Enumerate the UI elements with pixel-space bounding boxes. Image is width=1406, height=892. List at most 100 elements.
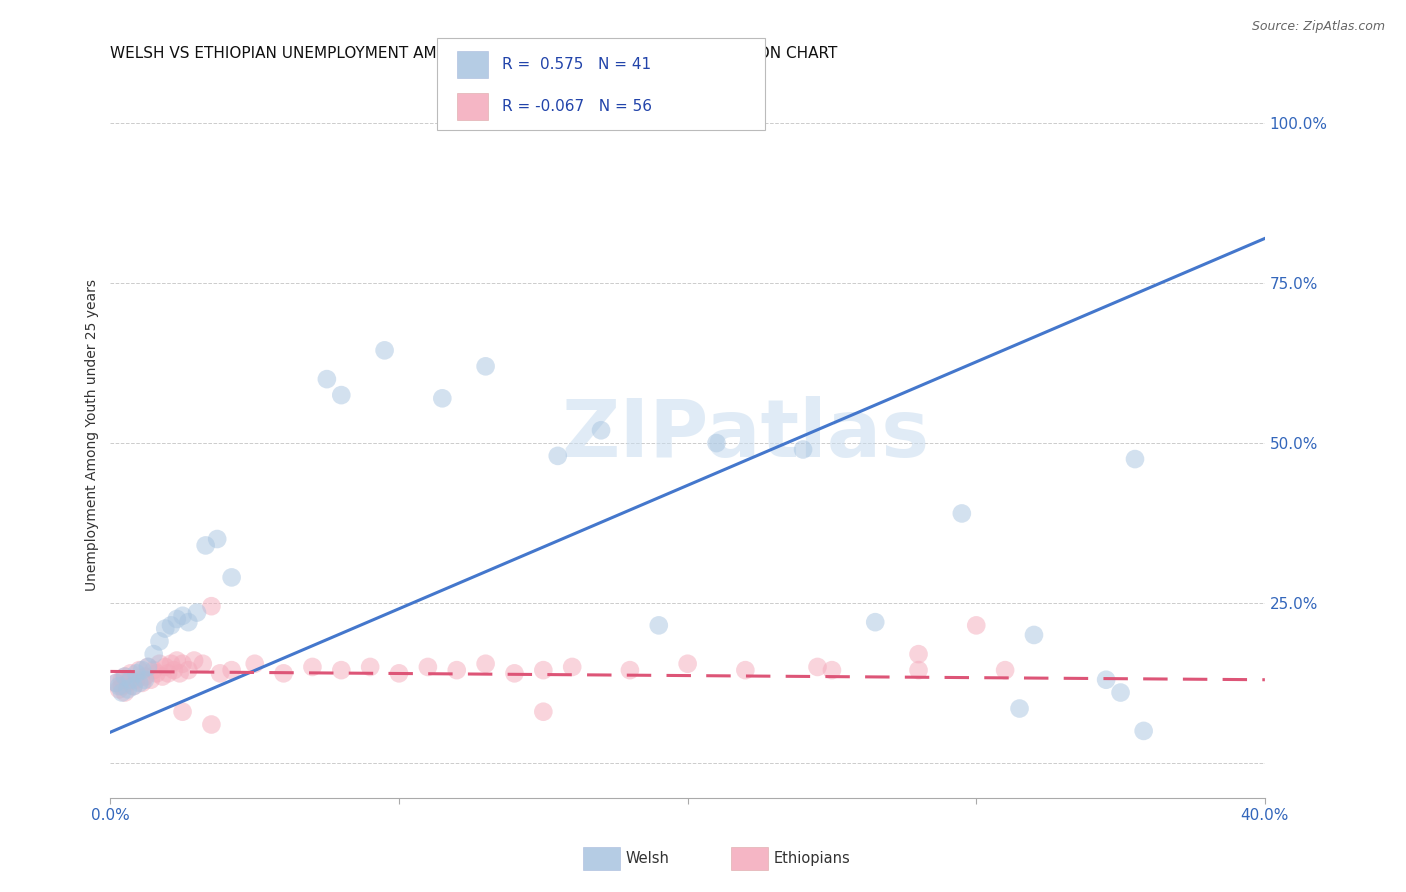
Text: Welsh: Welsh — [626, 851, 669, 865]
Point — [172, 705, 194, 719]
Point — [136, 660, 159, 674]
Point — [821, 663, 844, 677]
Point — [155, 660, 177, 674]
Point — [1109, 685, 1132, 699]
Point — [114, 685, 136, 699]
Point — [1022, 628, 1045, 642]
Point — [243, 657, 266, 671]
Point — [111, 679, 134, 693]
Point — [128, 663, 150, 677]
Point — [792, 442, 814, 457]
Point — [619, 663, 641, 677]
Point — [950, 507, 973, 521]
Point — [169, 666, 191, 681]
Text: Ethiopians: Ethiopians — [773, 851, 851, 865]
Point — [117, 682, 139, 697]
Point — [907, 647, 929, 661]
Point — [648, 618, 671, 632]
Point — [117, 676, 139, 690]
Point — [388, 666, 411, 681]
Point — [547, 449, 569, 463]
Point — [200, 717, 222, 731]
Point — [125, 673, 148, 687]
Point — [136, 660, 159, 674]
Point — [191, 657, 214, 671]
Point — [148, 634, 170, 648]
Point — [163, 663, 186, 677]
Point — [209, 666, 232, 681]
Point — [186, 606, 208, 620]
Point — [160, 657, 183, 671]
Point — [1095, 673, 1118, 687]
Point — [221, 663, 243, 677]
Point — [446, 663, 468, 677]
Y-axis label: Unemployment Among Youth under 25 years: Unemployment Among Youth under 25 years — [86, 279, 100, 591]
Point — [531, 705, 554, 719]
Point — [561, 660, 583, 674]
Point — [108, 679, 131, 693]
Point — [166, 612, 188, 626]
Point — [194, 538, 217, 552]
Point — [160, 618, 183, 632]
Point — [157, 666, 180, 681]
Point — [142, 663, 165, 677]
Point — [120, 666, 142, 681]
Text: R = -0.067   N = 56: R = -0.067 N = 56 — [502, 99, 652, 113]
Point — [108, 682, 131, 697]
Point — [142, 647, 165, 661]
Point — [330, 663, 353, 677]
Point — [432, 392, 454, 406]
Point — [330, 388, 353, 402]
Point — [273, 666, 295, 681]
Point — [734, 663, 756, 677]
Point — [166, 654, 188, 668]
Point — [150, 669, 173, 683]
Point — [205, 532, 228, 546]
Point — [706, 436, 728, 450]
Point — [359, 660, 381, 674]
Point — [145, 666, 167, 681]
Point — [125, 666, 148, 681]
Point — [374, 343, 396, 358]
Point — [865, 615, 887, 630]
Point — [111, 685, 134, 699]
Point — [172, 657, 194, 671]
Point — [105, 676, 128, 690]
Point — [531, 663, 554, 677]
Point — [128, 676, 150, 690]
Point — [122, 679, 145, 693]
Point — [301, 660, 323, 674]
Point — [1008, 701, 1031, 715]
Point — [139, 673, 162, 687]
Point — [120, 673, 142, 687]
Text: Source: ZipAtlas.com: Source: ZipAtlas.com — [1251, 20, 1385, 33]
Point — [155, 622, 177, 636]
Point — [111, 673, 134, 687]
Point — [416, 660, 439, 674]
Point — [994, 663, 1017, 677]
Text: R =  0.575   N = 41: R = 0.575 N = 41 — [502, 57, 651, 71]
Text: ZIPatlas: ZIPatlas — [561, 396, 929, 474]
Point — [907, 663, 929, 677]
Point — [183, 654, 205, 668]
Point — [474, 657, 496, 671]
Point — [177, 615, 200, 630]
Point — [200, 599, 222, 614]
Point — [131, 663, 153, 677]
Text: WELSH VS ETHIOPIAN UNEMPLOYMENT AMONG YOUTH UNDER 25 YEARS CORRELATION CHART: WELSH VS ETHIOPIAN UNEMPLOYMENT AMONG YO… — [111, 46, 838, 62]
Point — [965, 618, 987, 632]
Point — [806, 660, 828, 674]
Point — [1132, 723, 1154, 738]
Point — [474, 359, 496, 374]
Point — [122, 679, 145, 693]
Point — [221, 570, 243, 584]
Point — [676, 657, 699, 671]
Point — [134, 673, 156, 687]
Point — [503, 666, 526, 681]
Point — [1123, 452, 1146, 467]
Point — [131, 676, 153, 690]
Point — [114, 669, 136, 683]
Point — [589, 423, 612, 437]
Point — [315, 372, 337, 386]
Point — [105, 676, 128, 690]
